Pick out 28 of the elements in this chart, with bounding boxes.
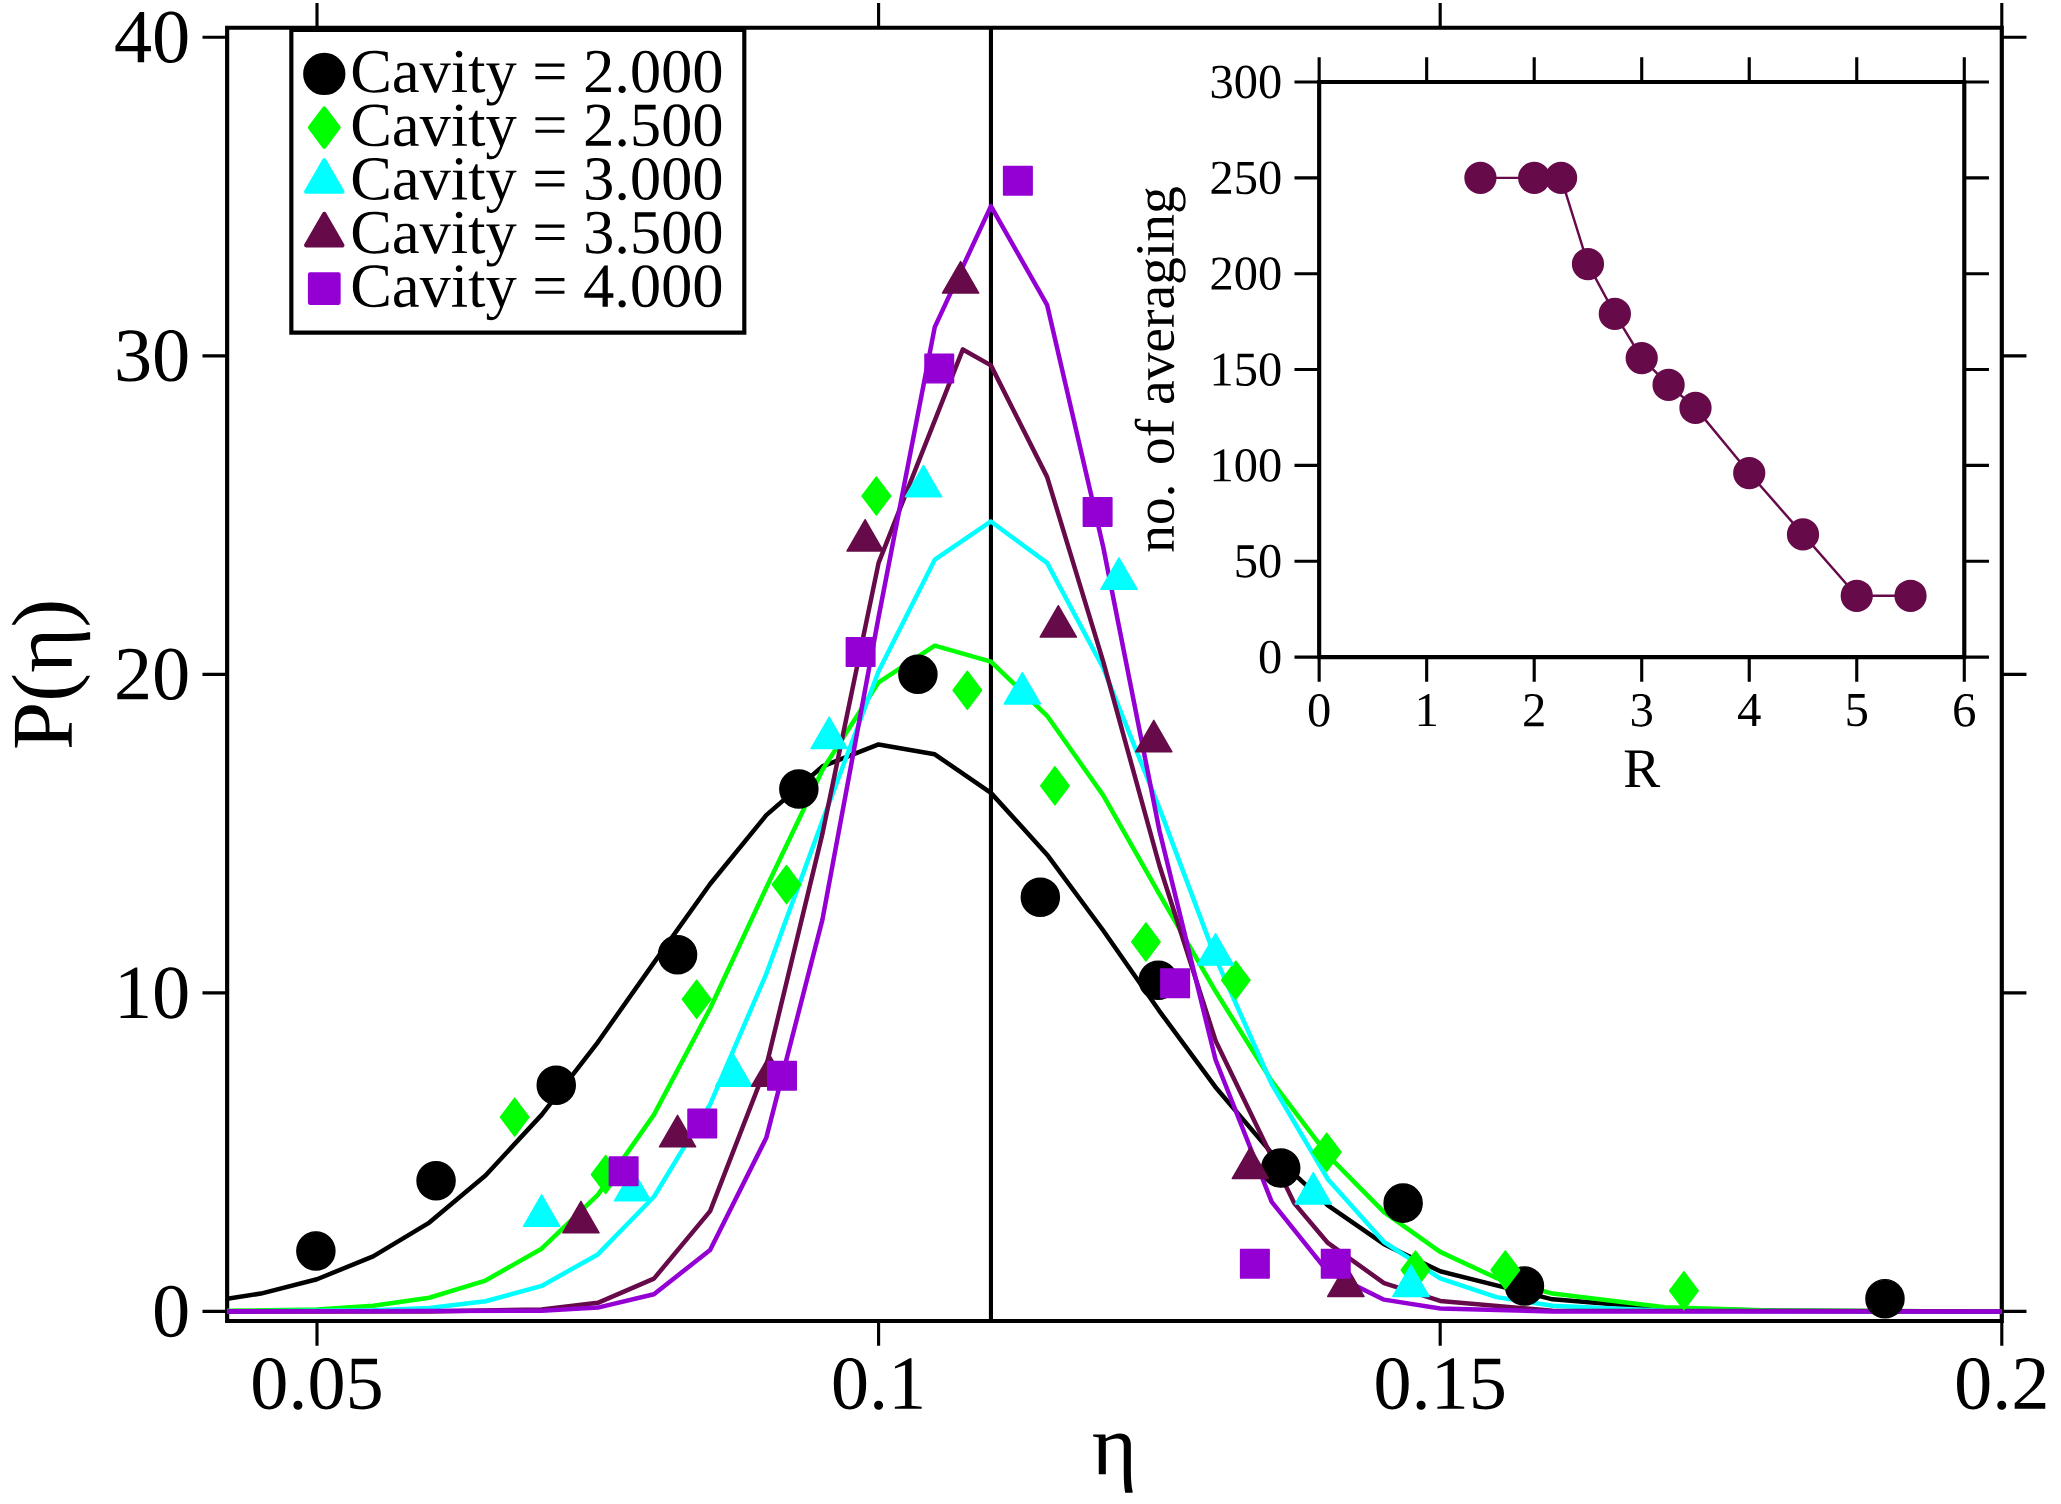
x-tick-label: 6: [1954, 693, 1975, 727]
x-tick-label: 0.1: [833, 1357, 922, 1410]
x-axis-title: η: [1093, 1433, 1133, 1493]
x-tick-label: 0: [1308, 693, 1330, 727]
x-tick-label: 2: [1524, 693, 1544, 726]
y-tick-label: 20: [117, 648, 188, 700]
y-tick-label: 300: [1211, 65, 1281, 99]
y-tick-label: 0: [154, 1285, 188, 1338]
y-tick-label: 250: [1211, 161, 1281, 195]
y-tick-label: 10: [120, 966, 188, 1019]
y-tick-label: 200: [1211, 257, 1281, 290]
x-tick-label: 0.2: [1957, 1357, 2046, 1410]
y-tick-label: 30: [117, 329, 188, 382]
x-axis-title: R: [1624, 750, 1661, 787]
x-tick-label: 4: [1738, 693, 1761, 726]
y-tick-label: 40: [115, 11, 188, 63]
x-tick-label: 5: [1847, 693, 1868, 727]
y-axis-title: no. of averaging: [1134, 187, 1186, 552]
x-tick-label: 1: [1418, 693, 1436, 726]
y-axis-title: P(η): [11, 602, 91, 748]
x-tick-label: 3: [1631, 693, 1652, 727]
x-tick-label: 0.15: [1376, 1357, 1504, 1410]
legend-label: Cavity = 4.000: [352, 265, 722, 320]
y-tick-label: 50: [1236, 544, 1281, 578]
y-tick-label: 150: [1213, 352, 1281, 386]
y-tick-label: 100: [1213, 448, 1281, 482]
x-tick-label: 0.05: [253, 1357, 381, 1410]
y-tick-label: 0: [1259, 640, 1281, 674]
